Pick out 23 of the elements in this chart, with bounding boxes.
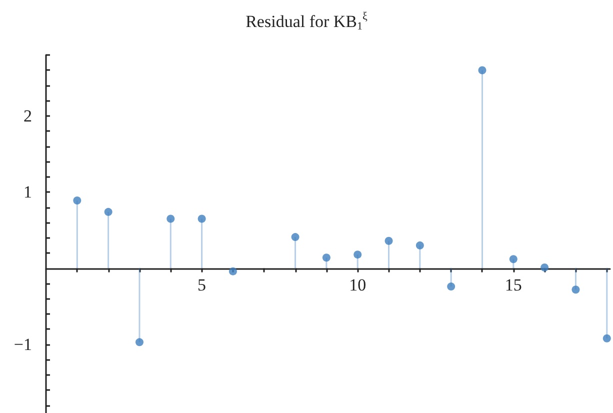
- x-tick-label: 15: [504, 275, 522, 294]
- point: [384, 236, 393, 245]
- point: [322, 254, 330, 262]
- point: [291, 233, 300, 242]
- point: [602, 334, 611, 342]
- point: [198, 214, 206, 223]
- point: [73, 196, 82, 204]
- y-tick-label: 2: [24, 106, 32, 126]
- point: [228, 267, 237, 276]
- point: [509, 255, 518, 264]
- point: [416, 241, 424, 250]
- x-tick-label: 10: [349, 275, 366, 294]
- x-tick-label: 5: [198, 275, 206, 294]
- point: [447, 282, 456, 291]
- point: [478, 66, 486, 74]
- point: [540, 264, 549, 272]
- y-tick-label: −1: [14, 334, 32, 354]
- point: [354, 250, 362, 259]
- y-tick-label: 1: [24, 182, 32, 202]
- point: [166, 214, 175, 223]
- point: [104, 208, 112, 216]
- point: [572, 286, 580, 294]
- point: [135, 338, 144, 346]
